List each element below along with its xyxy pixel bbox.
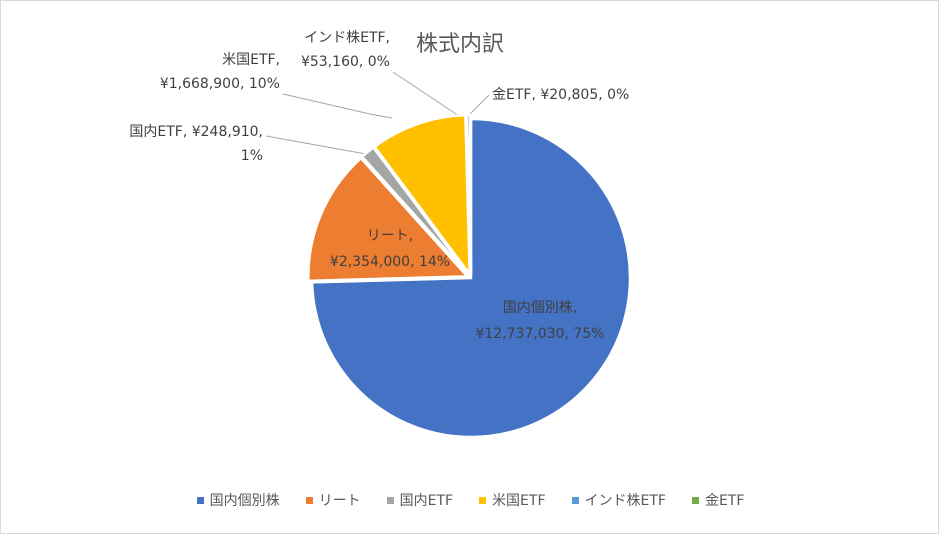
pie-slice-米国ETF [372,113,472,279]
legend-item-インド株ETF: インド株ETF [571,490,666,510]
chart-title: 株式内訳 [416,32,505,57]
legend-item-リート: リート [305,490,361,510]
data-label-国内ETF: 国内ETF, ¥248,910, 1% [129,124,263,164]
leader-line-国内ETF [265,135,367,155]
pie-slice-リート [307,156,471,283]
legend-swatch [305,496,313,504]
legend-swatch [479,496,487,504]
legend-item-米国ETF: 米国ETF [479,490,546,510]
legend-swatch [386,496,394,504]
leader-line-金ETF [466,94,490,118]
data-label-リート: リート, ¥2,354,000, 14% [330,228,450,270]
legend-swatch [196,496,204,504]
legend-label: 金ETF [704,493,745,509]
data-label-金ETF: 金ETF, ¥20,805, 0% [492,87,629,103]
legend-label: 国内個別株 [209,493,280,509]
data-label-米国ETF: 米国ETF, ¥1,668,900, 10% [160,52,280,92]
legend: 国内個別株 リート 国内ETF 米国ETF インド株ETF 金ETF [0,490,941,510]
legend-label: 米国ETF [492,493,546,509]
legend-swatch [691,496,699,504]
legend-label: リート [318,493,361,509]
data-label-国内個別株: 国内個別株, ¥12,737,030, 75% [475,300,604,342]
legend-label: インド株ETF [584,493,666,509]
legend-swatch [571,496,579,504]
legend-label: 国内ETF [399,493,454,509]
data-label-インド株ETF: インド株ETF, ¥53,160, 0% [301,30,390,70]
legend-item-国内ETF: 国内ETF [386,490,454,510]
pie-slice-金ETF [468,113,473,275]
leader-line-米国ETF [282,93,393,119]
leader-line-インド株ETF [392,71,463,119]
legend-item-金ETF: 金ETF [691,490,745,510]
legend-item-国内個別株: 国内個別株 [196,490,280,510]
pie-slice-国内ETF [360,145,470,276]
